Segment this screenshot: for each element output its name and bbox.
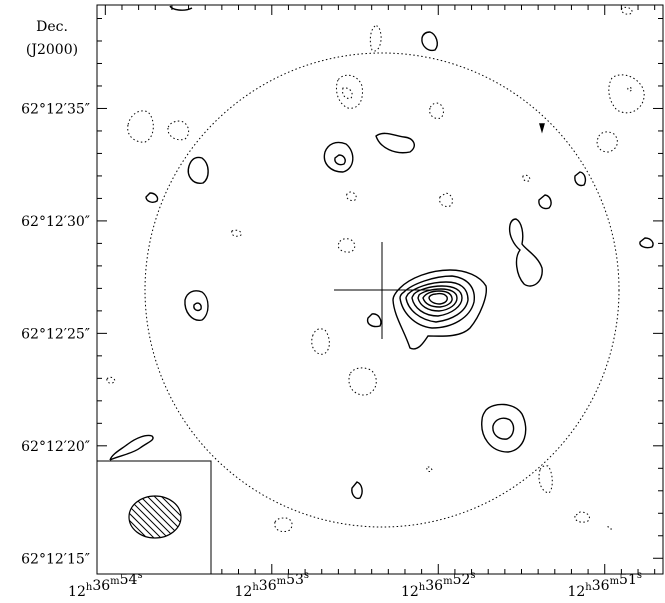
- x-tick-label: 12h36m51s: [567, 570, 642, 600]
- beam-ellipse: [128, 495, 182, 539]
- neg-contour: [627, 87, 633, 92]
- primary-beam-circle: [144, 52, 620, 528]
- positive-contours: [109, 5, 654, 500]
- y-tick-label: 62°12′25″: [21, 326, 90, 342]
- x-tick-labels: 12h36m54s 12h36m53s 12h36m52s 12h36m51s: [68, 570, 642, 600]
- pos-contour: [539, 123, 545, 134]
- pos-contour: [421, 31, 438, 52]
- pos-contour: [639, 237, 654, 249]
- y-tick-label: 62°12′30″: [21, 214, 90, 230]
- neg-contour: [439, 192, 454, 207]
- pos-contour: [481, 403, 527, 453]
- neg-contour: [348, 367, 377, 396]
- pos-contour: [334, 154, 346, 166]
- pos-contour: [492, 417, 515, 440]
- main-source-contour: [405, 281, 469, 323]
- neg-contour: [231, 229, 242, 237]
- pos-contour: [323, 141, 354, 173]
- pos-contour: [375, 132, 415, 154]
- pos-contour: [187, 156, 209, 184]
- main-source-contour: [392, 269, 487, 350]
- neg-contour: [274, 517, 293, 533]
- pos-contour: [193, 302, 202, 312]
- negative-contours: [106, 6, 645, 533]
- neg-contour: [337, 238, 356, 253]
- neg-contour: [335, 74, 363, 109]
- neg-contour: [369, 25, 382, 52]
- pos-contour: [538, 194, 552, 210]
- main-source-contour: [428, 292, 448, 305]
- y-axis-title-line1: Dec.: [36, 19, 68, 35]
- neg-contour: [106, 376, 116, 384]
- beam-inset: [96, 460, 212, 575]
- y-tick-label: 62°12′15″: [21, 551, 90, 567]
- neg-contour: [127, 110, 154, 143]
- neg-contour: [346, 191, 357, 201]
- neg-contour: [621, 6, 633, 15]
- neg-contour: [426, 466, 433, 472]
- plot-frame: [96, 4, 664, 575]
- main-source-contour: [399, 275, 475, 329]
- pos-contour: [109, 434, 154, 461]
- pos-contour: [184, 290, 209, 321]
- pos-contour: [351, 481, 363, 500]
- main-source-contour: [422, 290, 453, 308]
- y-tick-label: 62°12′35″: [21, 101, 90, 117]
- x-tick-label: 12h36m54s: [68, 570, 143, 600]
- y-tick-labels: 62°12′35″ 62°12′30″ 62°12′25″ 62°12′20″ 62°1…: [21, 101, 90, 567]
- neg-contour: [608, 74, 645, 114]
- x-tick-label: 12h36m52s: [401, 570, 476, 600]
- y-axis-title-line2: (J2000): [26, 42, 78, 58]
- pos-contour: [574, 171, 587, 187]
- pos-contour: [145, 192, 159, 203]
- pos-contour: [169, 5, 193, 11]
- y-tick-label: 62°12′20″: [21, 439, 90, 455]
- neg-contour: [574, 511, 590, 523]
- neg-contour: [429, 102, 444, 119]
- pos-contour: [366, 313, 382, 328]
- neg-contour: [522, 174, 531, 182]
- neg-contour: [167, 120, 190, 141]
- x-tick-label: 12h36m53s: [235, 570, 310, 600]
- main-source-contour: [411, 285, 463, 317]
- neg-contour: [538, 465, 553, 494]
- neg-contour: [607, 525, 615, 530]
- tick-marks: [97, 5, 663, 574]
- neg-contour: [342, 87, 353, 99]
- cross-marker: [334, 242, 430, 339]
- neg-contour: [596, 131, 618, 153]
- pos-contour: [508, 218, 543, 287]
- neg-contour: [311, 328, 330, 355]
